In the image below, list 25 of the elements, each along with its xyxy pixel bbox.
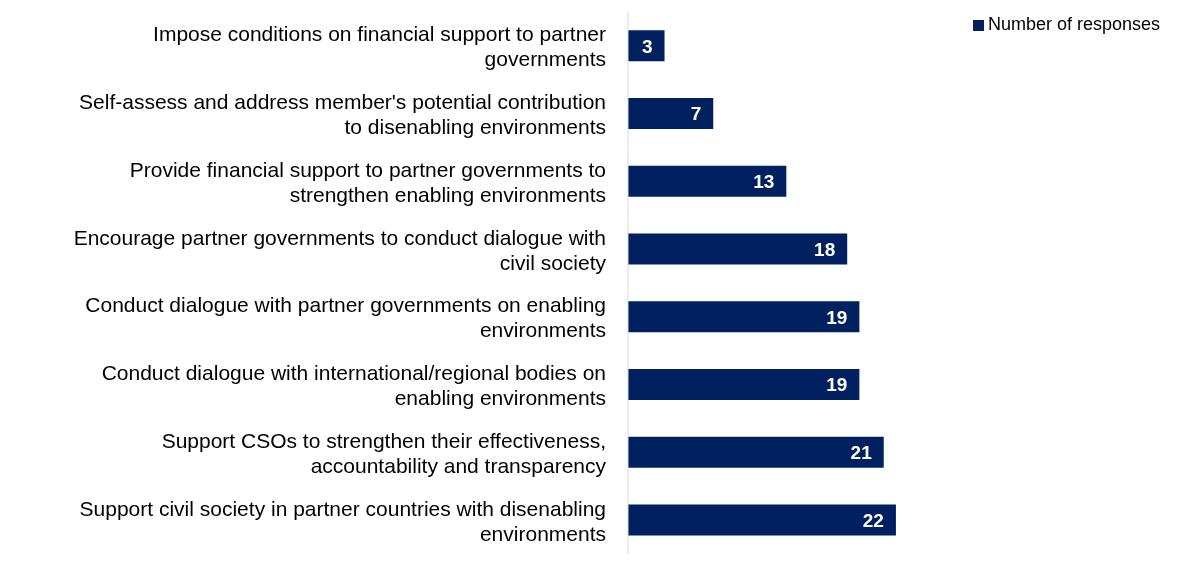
- data-label: 19: [826, 306, 848, 328]
- y-tick-label: Support CSOs to strengthen their effectiveness, accountability and transparency: [161, 428, 607, 477]
- y-tick-label: Conduct dialogue with international/regional bodies on enabling environments: [101, 360, 606, 409]
- bar: [628, 98, 714, 130]
- data-label: 18: [814, 238, 836, 260]
- bar: [628, 369, 860, 401]
- data-label: 19: [826, 374, 848, 396]
- data-label: 21: [850, 442, 873, 464]
- bar: [628, 165, 787, 197]
- y-tick-label: Support civil society in partner countries with disenabling environments: [79, 496, 606, 545]
- bar: [628, 30, 665, 62]
- data-label: 7: [690, 103, 702, 125]
- bar: [628, 301, 860, 333]
- bar: [628, 233, 848, 265]
- y-tick-label: Impose conditions on financial support to partner governments: [153, 21, 606, 70]
- y-tick-label: Self-assess and address member's potential contribution to disenabling environments: [79, 89, 606, 138]
- data-label: 3: [641, 35, 653, 57]
- y-tick-label: Encourage partner governments to conduct dialogue with civil society: [73, 225, 607, 274]
- y-tick-label: Provide financial support to partner governments to strengthen enabling environments: [129, 157, 606, 206]
- bar: [628, 436, 884, 468]
- y-tick-label: Conduct dialogue with partner governments on enabling environments: [85, 292, 606, 341]
- bar: [628, 504, 896, 536]
- legend-label: Number of responses: [987, 14, 1160, 34]
- data-label: 13: [753, 171, 775, 193]
- data-label: 22: [862, 509, 884, 531]
